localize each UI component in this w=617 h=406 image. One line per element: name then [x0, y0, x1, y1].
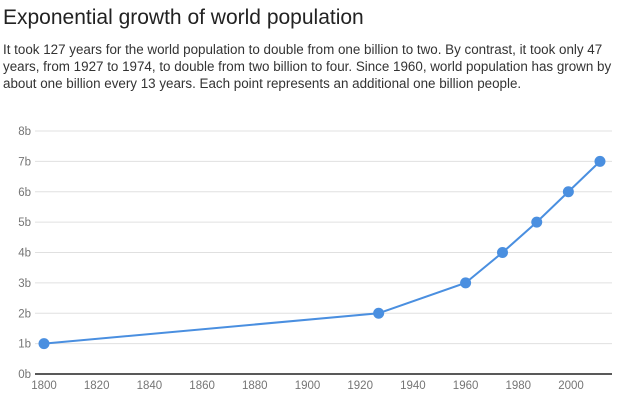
- x-tick-label: 1960: [453, 380, 479, 392]
- x-tick-label: 1840: [137, 380, 163, 392]
- y-tick-label: 8b: [18, 126, 31, 138]
- chart-subtitle: It took 127 years for the world populati…: [3, 42, 612, 91]
- x-tick-label: 1880: [242, 380, 268, 392]
- x-tick-label: 1900: [295, 380, 321, 392]
- x-tick-label: 1820: [84, 380, 110, 392]
- y-tick-label: 2b: [18, 308, 31, 320]
- x-tick-label: 1940: [400, 380, 426, 392]
- x-tick-label: 1920: [347, 380, 373, 392]
- y-tick-label: 6b: [18, 187, 31, 199]
- data-point: [594, 155, 606, 167]
- y-tick-label: 1b: [18, 339, 31, 351]
- data-point: [496, 247, 508, 258]
- x-tick-label: 1980: [506, 380, 532, 392]
- x-tick-label: 2000: [558, 380, 584, 392]
- chart-title: Exponential growth of world population: [3, 6, 364, 29]
- data-point: [460, 277, 472, 289]
- y-tick-label: 5b: [18, 217, 31, 229]
- data-point: [531, 216, 543, 228]
- y-tick-label: 4b: [18, 248, 31, 260]
- x-tick-label: 1800: [31, 380, 57, 392]
- data-point: [38, 338, 50, 350]
- data-point: [562, 186, 574, 198]
- y-tick-label: 7b: [18, 156, 31, 168]
- data-point: [373, 307, 385, 319]
- y-tick-label: 0b: [18, 369, 31, 381]
- x-tick-label: 1860: [189, 380, 215, 392]
- y-tick-label: 3b: [18, 278, 31, 290]
